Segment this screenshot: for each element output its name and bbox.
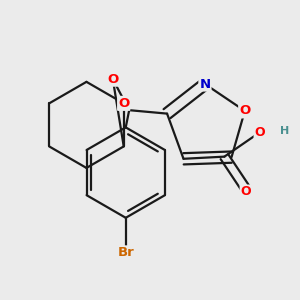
Text: Br: Br — [117, 246, 134, 260]
Text: O: O — [241, 185, 251, 199]
Text: O: O — [239, 104, 250, 117]
Text: O: O — [107, 73, 118, 86]
Text: H: H — [280, 126, 289, 136]
Text: O: O — [118, 97, 129, 110]
Text: N: N — [200, 77, 211, 91]
Text: O: O — [254, 127, 265, 140]
